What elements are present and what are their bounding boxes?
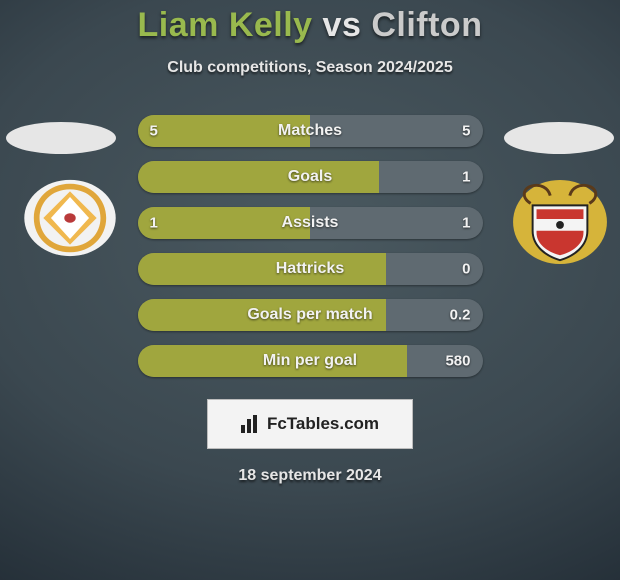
stat-label: Matches (278, 122, 342, 140)
stat-row-hattricks: Hattricks 0 (138, 253, 483, 285)
player1-photo-placeholder (6, 122, 116, 154)
club-crest-right (510, 178, 610, 266)
stat-label: Assists (282, 214, 339, 232)
stat-value-right: 5 (462, 123, 470, 140)
stat-value-right: 580 (445, 353, 470, 370)
subtitle: Club competitions, Season 2024/2025 (0, 59, 620, 77)
stat-value-right: 1 (462, 215, 470, 232)
title-player1: Liam Kelly (138, 6, 313, 44)
stat-value-right: 0 (462, 261, 470, 278)
date-text: 18 september 2024 (0, 467, 620, 485)
mk-dons-crest-icon (22, 178, 118, 258)
stat-value-left: 1 (150, 215, 158, 232)
stat-label: Goals (288, 168, 332, 186)
stat-value-left: 5 (150, 123, 158, 140)
player2-photo-placeholder (504, 122, 614, 154)
brand-pill: FcTables.com (207, 399, 413, 449)
bars-icon (241, 415, 261, 433)
stat-label: Min per goal (263, 352, 357, 370)
stat-row-min-per-goal: Min per goal 580 (138, 345, 483, 377)
stat-row-goals: Goals 1 (138, 161, 483, 193)
title-player2: Clifton (371, 6, 482, 44)
club-crest-left (22, 178, 118, 258)
stat-label: Goals per match (247, 306, 372, 324)
stat-row-goals-per-match: Goals per match 0.2 (138, 299, 483, 331)
stat-row-assists: 1 Assists 1 (138, 207, 483, 239)
card: Liam Kelly vs Clifton Club competitions,… (0, 0, 620, 580)
page-title: Liam Kelly vs Clifton (0, 6, 620, 45)
stat-value-right: 1 (462, 169, 470, 186)
stat-label: Hattricks (276, 260, 344, 278)
title-vs: vs (323, 6, 362, 44)
stat-row-matches: 5 Matches 5 (138, 115, 483, 147)
stat-row-fill (138, 161, 380, 193)
stat-value-right: 0.2 (450, 307, 471, 324)
doncaster-rovers-crest-icon (510, 178, 610, 266)
brand-text: FcTables.com (267, 414, 379, 434)
stat-row-fill (138, 253, 386, 285)
